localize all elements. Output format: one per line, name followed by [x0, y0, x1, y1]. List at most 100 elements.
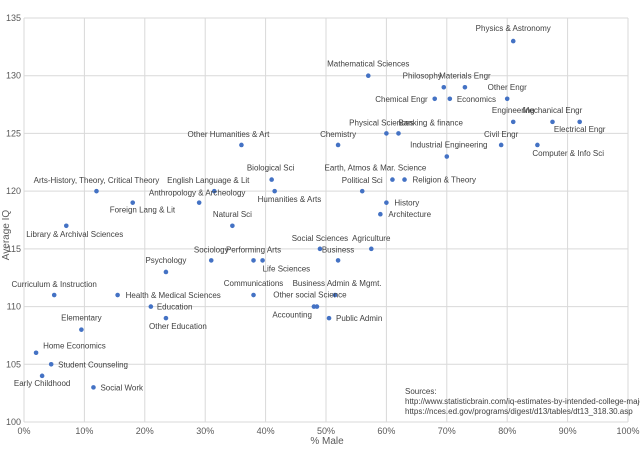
data-point: [550, 119, 555, 125]
data-label: Early Childhood: [14, 379, 70, 388]
data-point: [251, 292, 256, 298]
data-label: Social Work: [100, 383, 144, 392]
data-label: Performing Arts: [226, 245, 281, 254]
data-label: Business Admin & Mgmt.: [293, 279, 382, 288]
data-point: [130, 200, 136, 205]
data-label: Curriculum & Instruction: [12, 280, 97, 289]
data-point: [269, 177, 274, 182]
data-point: [211, 188, 217, 194]
point-labels: Physics & Astronomy Mathematical Sciences…: [12, 24, 606, 392]
data-point: [94, 188, 99, 194]
x-tick-label: 70%: [438, 426, 456, 436]
y-tick-label: 110: [7, 302, 21, 312]
data-label: Physical Sciences: [349, 118, 413, 127]
x-tick-label: 10%: [75, 426, 93, 436]
y-tick-label: 105: [6, 359, 21, 369]
data-point: [163, 315, 169, 321]
data-point: [33, 350, 39, 356]
data-point: [251, 258, 256, 263]
data-label: Humanities & Arts: [258, 195, 322, 204]
data-point: [396, 131, 401, 136]
x-tick-label: 80%: [498, 426, 516, 436]
data-point: [272, 188, 277, 194]
data-label: Other social Science: [273, 291, 347, 300]
data-label: Architecture: [388, 210, 431, 219]
data-label: Mathematical Sciences: [327, 60, 409, 69]
data-point: [510, 38, 516, 44]
x-tick-label: 100%: [616, 426, 639, 436]
data-label: Physics & Astronomy: [476, 24, 551, 33]
data-point: [462, 84, 468, 90]
data-point: [208, 258, 214, 263]
sources-annotation: Sources:http://www.statisticbrain.com/iq…: [405, 387, 640, 416]
data-label: Communications: [224, 279, 284, 288]
y-axis-title: Average IQ: [1, 210, 12, 261]
data-point: [384, 131, 389, 136]
data-label: Other Engr: [488, 83, 527, 92]
data-point: [196, 200, 202, 205]
y-tick-label: 100: [6, 417, 21, 427]
data-label: Political Sci: [342, 176, 383, 185]
data-point: [79, 327, 84, 332]
y-tick-label: 120: [6, 186, 21, 196]
data-point: [577, 119, 582, 125]
data-point: [48, 361, 54, 367]
data-point: [365, 73, 371, 79]
data-point: [432, 96, 438, 102]
data-point: [230, 223, 235, 229]
data-point: [535, 142, 540, 148]
data-label: Life Sciences: [263, 264, 311, 273]
y-tick-label: 135: [6, 13, 21, 23]
data-label: Accounting: [272, 311, 312, 320]
data-label: Chemistry: [320, 130, 356, 139]
data-points: [33, 38, 582, 390]
data-point: [335, 258, 341, 263]
source-line: Sources:: [405, 387, 437, 396]
data-label: Materials Engr: [439, 71, 491, 80]
x-tick-label: 50%: [317, 426, 335, 436]
data-point: [163, 269, 169, 275]
y-tick-label: 115: [7, 244, 21, 254]
data-label: Library & Archival Sciences: [26, 230, 123, 239]
data-point: [498, 142, 504, 148]
data-point: [369, 246, 374, 252]
data-point: [239, 142, 244, 148]
data-label: Foreign Lang & Lit: [110, 206, 176, 215]
data-label: Anthropology & Archeology: [149, 189, 246, 198]
gridlines: [23, 17, 629, 423]
data-label: Philosophy: [403, 71, 442, 80]
y-tick-label: 125: [6, 128, 21, 138]
axis-ticks: 0% 10% 20% 30% 40% 50% 60% 70% 80% 90% 100% 100 105 1…: [6, 13, 640, 436]
data-point: [91, 385, 96, 390]
data-label: Banking & finance: [398, 118, 463, 127]
data-label: Public Admin: [336, 314, 382, 323]
data-label: Social Sciences: [292, 234, 348, 243]
x-tick-label: 20%: [136, 426, 154, 436]
data-label: Natural Sci: [213, 210, 252, 219]
x-tick-label: 40%: [257, 426, 275, 436]
data-label: Student Counseling: [58, 360, 128, 369]
data-point: [359, 188, 365, 194]
data-point: [402, 177, 407, 182]
x-tick-label: 60%: [377, 426, 395, 436]
data-label: Other Education: [149, 322, 207, 331]
data-point: [311, 304, 317, 309]
data-point: [317, 246, 323, 252]
data-label: Economics: [457, 95, 496, 104]
data-label: Other Humanities & Art: [188, 130, 271, 139]
x-tick-label: 90%: [559, 426, 577, 436]
x-tick-label: 30%: [196, 426, 214, 436]
data-label: Computer & Info Sci: [532, 149, 604, 158]
data-label: Industrial Engineering: [410, 141, 487, 150]
data-point: [39, 373, 45, 379]
data-label: Agriculture: [352, 234, 391, 243]
data-point: [63, 223, 69, 229]
data-point: [390, 177, 395, 182]
data-label: Biological Sci: [247, 164, 295, 173]
data-label: Business: [322, 245, 354, 254]
data-point: [148, 304, 154, 309]
data-label: Sociology: [194, 245, 229, 254]
data-label: Elementary: [61, 314, 101, 323]
data-point: [115, 292, 120, 298]
